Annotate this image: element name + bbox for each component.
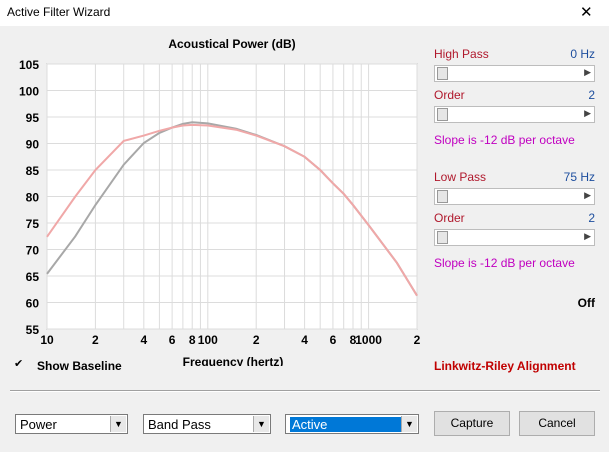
x-tick-label: 6 (169, 333, 176, 347)
high-slope: Slope is -12 dB per octave (434, 133, 575, 147)
capture-button[interactable]: Capture (434, 411, 510, 436)
dropdown[interactable]: Active ▼ (285, 414, 419, 434)
y-tick-label: 95 (26, 111, 40, 125)
x-tick-label: 6 (330, 333, 337, 347)
y-tick-label: 60 (26, 297, 40, 311)
high-pass-slider[interactable]: ▶ (434, 65, 595, 82)
high-order-value: 2 (588, 88, 595, 102)
y-tick-label: 105 (19, 58, 39, 72)
x-tick-label: 2 (253, 333, 260, 347)
low-order-label: Order (434, 211, 465, 225)
x-tick-label: 8 (350, 333, 357, 347)
title-bar (0, 0, 609, 26)
y-tick-label: 75 (26, 217, 40, 231)
low-order-slider[interactable]: ▶ (434, 229, 595, 246)
x-axis-label: Frequency (hertz) (183, 355, 284, 366)
high-order-label: Order (434, 88, 465, 102)
y-tick-label: 55 (26, 323, 40, 337)
close-button[interactable]: ✕ (580, 4, 593, 21)
low-order-value: 2 (588, 211, 595, 225)
dropdown-value: Power (20, 417, 57, 432)
chart-title: Acoustical Power (dB) (168, 37, 295, 51)
x-tick-label: 10 (40, 333, 54, 347)
dropdown[interactable]: Band Pass ▼ (143, 414, 271, 434)
x-tick-label: 8 (189, 333, 196, 347)
high-order-slider[interactable]: ▶ (434, 106, 595, 123)
low-pass-slider[interactable]: ▶ (434, 188, 595, 205)
dropdown-value: Active (290, 417, 402, 432)
high-pass-value: 0 Hz (570, 47, 595, 61)
dropdown[interactable]: Power ▼ (15, 414, 128, 434)
checkbox[interactable]: ✔ (14, 358, 24, 370)
x-tick-label: 2 (414, 333, 421, 347)
y-tick-label: 85 (26, 164, 40, 178)
low-pass-value: 75 Hz (563, 170, 595, 184)
window-title: Active Filter Wizard (7, 5, 111, 19)
low-pass-label: Low Pass (434, 170, 487, 184)
cancel-button[interactable]: Cancel (519, 411, 595, 436)
y-tick-label: 80 (26, 191, 40, 205)
x-tick-label: 4 (301, 333, 308, 347)
show-baseline-label[interactable]: Show Baseline (37, 359, 122, 373)
alignment: Linkwitz-Riley Alignment (434, 359, 576, 373)
x-tick-label: 2 (92, 333, 99, 347)
x-tick-label: 100 (198, 333, 218, 347)
y-tick-label: 65 (26, 270, 40, 284)
x-tick-label: 1000 (355, 333, 382, 347)
y-tick-label: 90 (26, 138, 40, 152)
series-line (46, 123, 418, 297)
y-tick-label: 70 (26, 244, 40, 258)
high-pass-label: High Pass (434, 47, 489, 61)
low-slope: Slope is -12 dB per octave (434, 256, 575, 270)
y-tick-label: 100 (19, 85, 39, 99)
separator (10, 390, 600, 392)
chart: Acoustical Power (dB) Frequency (hertz) 10… (19, 37, 421, 366)
dropdown-value: Band Pass (148, 417, 211, 432)
x-tick-label: 4 (140, 333, 147, 347)
status: Off (577, 296, 595, 310)
